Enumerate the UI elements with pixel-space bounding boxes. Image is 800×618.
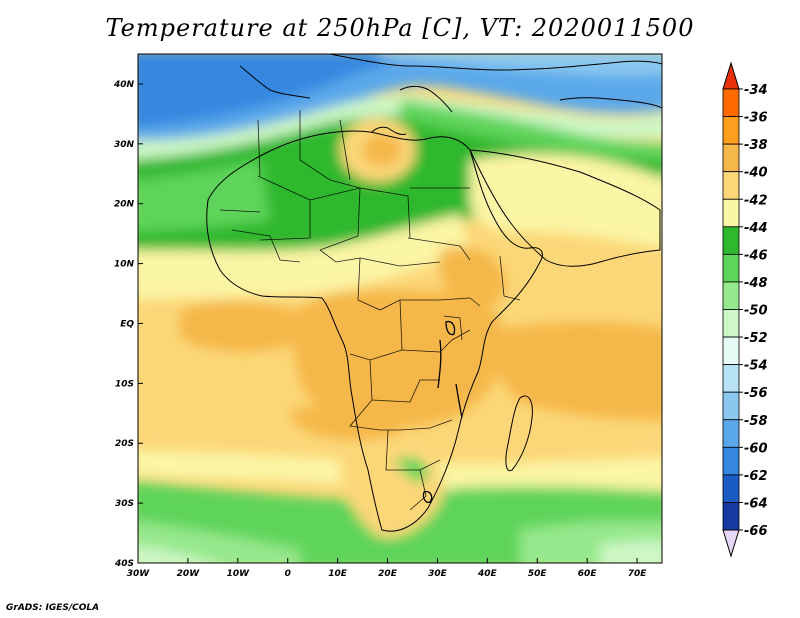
colorbar-label: -40 bbox=[744, 166, 768, 181]
colorbar-swatch bbox=[722, 143, 740, 173]
lon-tick-label: 50E bbox=[528, 569, 548, 579]
lon-tick-label: 30E bbox=[428, 569, 448, 579]
lat-tick-label: EQ bbox=[120, 319, 134, 329]
colorbar-swatch bbox=[722, 364, 740, 393]
colorbar-swatch bbox=[722, 446, 740, 476]
lat-tick-label: 30N bbox=[114, 140, 135, 150]
map-title: Temperature at 250hPa [C], VT: 202001150… bbox=[105, 14, 695, 42]
colorbar-label: -62 bbox=[744, 469, 768, 484]
colorbar-label: -38 bbox=[744, 138, 768, 153]
lon-tick-label: 10E bbox=[328, 569, 348, 579]
colorbar-label: -44 bbox=[744, 221, 768, 236]
latitude-axis: 40N 30N 20N 10N EQ 10S 20S 30S 40S bbox=[113, 80, 143, 569]
colorbar-label: -60 bbox=[744, 441, 768, 456]
colorbar-label: -54 bbox=[744, 359, 768, 374]
lat-tick-label: 40N bbox=[113, 80, 135, 90]
colorbar-label: -56 bbox=[744, 386, 768, 401]
lat-tick-label: 20N bbox=[114, 200, 135, 210]
colorbar-label: -50 bbox=[744, 304, 768, 319]
lon-tick-label: 20W bbox=[177, 569, 201, 579]
colorbar-top-arrow bbox=[722, 61, 740, 90]
credit-text: GrADS: IGES/COLA bbox=[6, 603, 100, 613]
colorbar-swatch bbox=[722, 502, 740, 531]
lat-tick-label: 10N bbox=[114, 260, 135, 270]
colorbar-label: -58 bbox=[744, 414, 768, 429]
colorbar-swatch bbox=[722, 253, 740, 283]
lon-tick-label: 30W bbox=[127, 569, 151, 579]
colorbar-label: -34 bbox=[744, 83, 768, 98]
colorbar-label: -42 bbox=[744, 193, 768, 208]
colorbar-label: -64 bbox=[744, 496, 768, 511]
lat-tick-label: 10S bbox=[115, 379, 134, 389]
colorbar-swatch bbox=[722, 336, 740, 366]
colorbar-swatch bbox=[722, 171, 740, 200]
lon-tick-label: 10W bbox=[227, 569, 251, 579]
lat-tick-label: 40S bbox=[114, 559, 134, 569]
colorbar-swatch bbox=[722, 116, 740, 145]
lakes bbox=[422, 320, 463, 504]
colorbar-label: -48 bbox=[744, 276, 768, 291]
longitude-axis: 30W 20W 10W 0 10E 20E 30E 40E 50E 60E 70E bbox=[127, 558, 647, 579]
plot-frame bbox=[137, 53, 663, 564]
colorbar-swatch bbox=[722, 419, 740, 448]
lon-tick-label: 40E bbox=[477, 569, 498, 579]
colorbar-label: -52 bbox=[744, 331, 768, 346]
colorbar: -34 -36 -38 -40 -42 -44 -46 -48 -50 -52 -54 -56 -58 -… bbox=[722, 61, 768, 558]
lat-tick-label: 20S bbox=[115, 439, 134, 449]
lon-tick-label: 20E bbox=[378, 569, 398, 579]
colorbar-label: -46 bbox=[744, 248, 768, 263]
temperature-field bbox=[138, 54, 662, 563]
lat-tick-label: 30S bbox=[115, 499, 134, 509]
colorbar-bottom-arrow bbox=[722, 529, 740, 558]
colorbar-swatch bbox=[722, 391, 740, 421]
lon-tick-label: 0 bbox=[285, 569, 291, 579]
lon-tick-label: 70E bbox=[628, 569, 648, 579]
colorbar-label: -36 bbox=[744, 111, 768, 126]
colorbar-label: -66 bbox=[744, 524, 768, 539]
colorbar-swatch bbox=[722, 88, 740, 117]
coastline bbox=[206, 54, 662, 532]
colorbar-swatch bbox=[722, 281, 740, 310]
colorbar-swatch bbox=[722, 474, 740, 503]
colorbar-swatch bbox=[722, 226, 740, 255]
country-borders bbox=[219, 110, 521, 511]
colorbar-swatch bbox=[722, 309, 740, 338]
colorbar-swatch bbox=[722, 198, 740, 228]
lon-tick-label: 60E bbox=[578, 569, 598, 579]
